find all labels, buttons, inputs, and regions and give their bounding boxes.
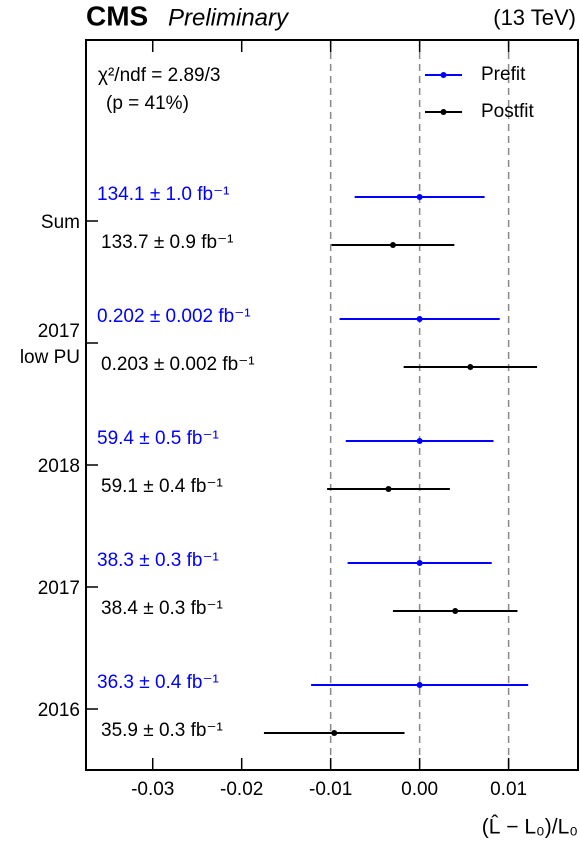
value-label: 0.203 ± 0.002 fb⁻¹ bbox=[101, 354, 255, 375]
point bbox=[452, 608, 459, 614]
legend-label: Prefit bbox=[481, 64, 526, 85]
point bbox=[416, 194, 423, 200]
value-label: 38.3 ± 0.3 fb⁻¹ bbox=[97, 550, 219, 571]
point bbox=[416, 316, 423, 322]
y-tick-label: 2017 bbox=[37, 578, 80, 599]
point bbox=[331, 730, 338, 736]
point bbox=[385, 486, 392, 492]
x-tick-label: -0.02 bbox=[220, 779, 263, 800]
value-label: 59.1 ± 0.4 fb⁻¹ bbox=[101, 476, 223, 497]
value-label: 134.1 ± 1.0 fb⁻¹ bbox=[97, 184, 229, 205]
legend-marker bbox=[440, 109, 447, 115]
annotation: χ²/ndf = 2.89/3 bbox=[98, 65, 220, 86]
point bbox=[467, 364, 474, 370]
point bbox=[416, 682, 423, 688]
value-label: 35.9 ± 0.3 fb⁻¹ bbox=[101, 720, 223, 741]
y-tick-label: 2017 low PU bbox=[19, 321, 80, 368]
x-tick-label: 0.01 bbox=[490, 779, 527, 800]
value-label: 38.4 ± 0.3 fb⁻¹ bbox=[101, 598, 223, 619]
value-label: 133.7 ± 0.9 fb⁻¹ bbox=[101, 232, 233, 253]
plot-frame bbox=[85, 39, 579, 771]
experiment: CMS bbox=[86, 0, 148, 31]
legend-label: Postfit bbox=[481, 101, 535, 122]
y-tick-label: Sum bbox=[40, 212, 80, 233]
y-tick-label: 2016 bbox=[37, 700, 80, 721]
point bbox=[389, 242, 396, 248]
point bbox=[416, 438, 423, 444]
x-axis-label: (L̂ − L₀)/L₀ bbox=[482, 815, 578, 838]
annotation: (p = 41%) bbox=[106, 93, 189, 114]
x-tick-label: 0.00 bbox=[401, 779, 438, 800]
x-tick-label: -0.03 bbox=[131, 779, 174, 800]
value-label: 59.4 ± 0.5 fb⁻¹ bbox=[97, 428, 219, 449]
value-label: 0.202 ± 0.002 fb⁻¹ bbox=[97, 306, 251, 327]
x-tick-label: -0.01 bbox=[309, 779, 352, 800]
energy: (13 TeV) bbox=[493, 5, 576, 30]
status: Preliminary bbox=[168, 4, 290, 31]
value-label: 36.3 ± 0.4 fb⁻¹ bbox=[97, 672, 219, 693]
point bbox=[416, 560, 423, 566]
legend-marker bbox=[440, 72, 447, 78]
y-tick-label: 2018 bbox=[37, 456, 80, 477]
